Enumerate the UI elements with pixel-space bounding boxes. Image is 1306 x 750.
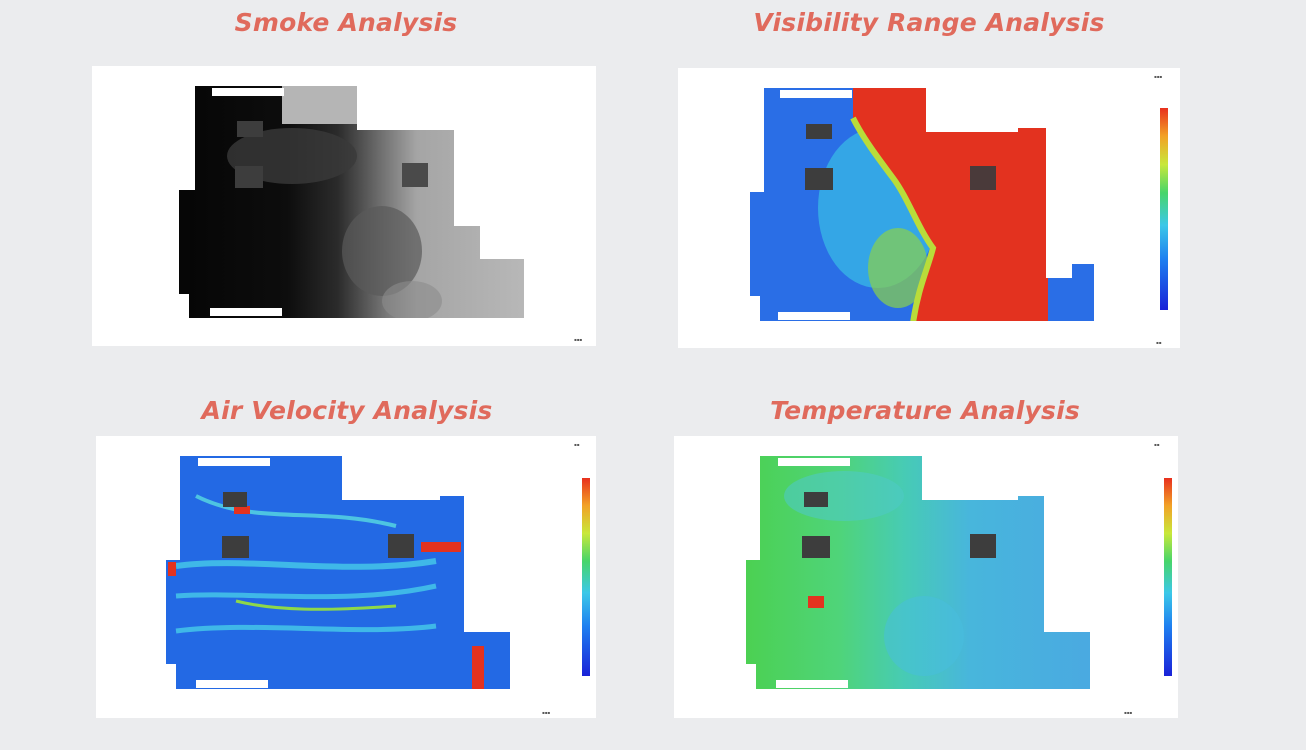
svg-text:▪▪▪: ▪▪▪ <box>1124 710 1132 715</box>
visibility-color-scale <box>1160 108 1168 310</box>
svg-text:▪▪: ▪▪ <box>1156 340 1162 345</box>
svg-text:▪▪▪: ▪▪▪ <box>542 710 550 715</box>
svg-text:▪▪: ▪▪ <box>574 442 580 447</box>
visibility-analysis-panel: ▪▪▪ ▪▪ <box>678 68 1180 348</box>
temperature-analysis-image: ▪▪ ▪▪▪ <box>746 442 1172 715</box>
smoke-analysis-title: Smoke Analysis <box>234 8 458 37</box>
smoke-analysis-panel: ▪▪▪ <box>92 66 596 346</box>
air-velocity-analysis-image: ▪▪ ▪▪▪ <box>166 442 590 715</box>
visibility-analysis-title: Visibility Range Analysis <box>753 8 1105 37</box>
svg-text:▪▪▪: ▪▪▪ <box>1154 74 1162 79</box>
temperature-color-scale <box>1164 478 1172 676</box>
air-velocity-analysis-panel: ▪▪ ▪▪▪ <box>96 436 596 718</box>
temperature-analysis-panel: ▪▪ ▪▪▪ <box>674 436 1178 718</box>
smoke-analysis-image: ▪▪▪ <box>179 86 582 342</box>
air-velocity-color-scale <box>582 478 590 676</box>
visibility-analysis-image: ▪▪▪ ▪▪ <box>750 74 1168 345</box>
temperature-analysis-title: Temperature Analysis <box>770 396 1080 425</box>
svg-text:▪▪▪: ▪▪▪ <box>574 337 582 342</box>
svg-text:▪▪: ▪▪ <box>1154 442 1160 447</box>
air-velocity-analysis-title: Air Velocity Analysis <box>201 396 493 425</box>
